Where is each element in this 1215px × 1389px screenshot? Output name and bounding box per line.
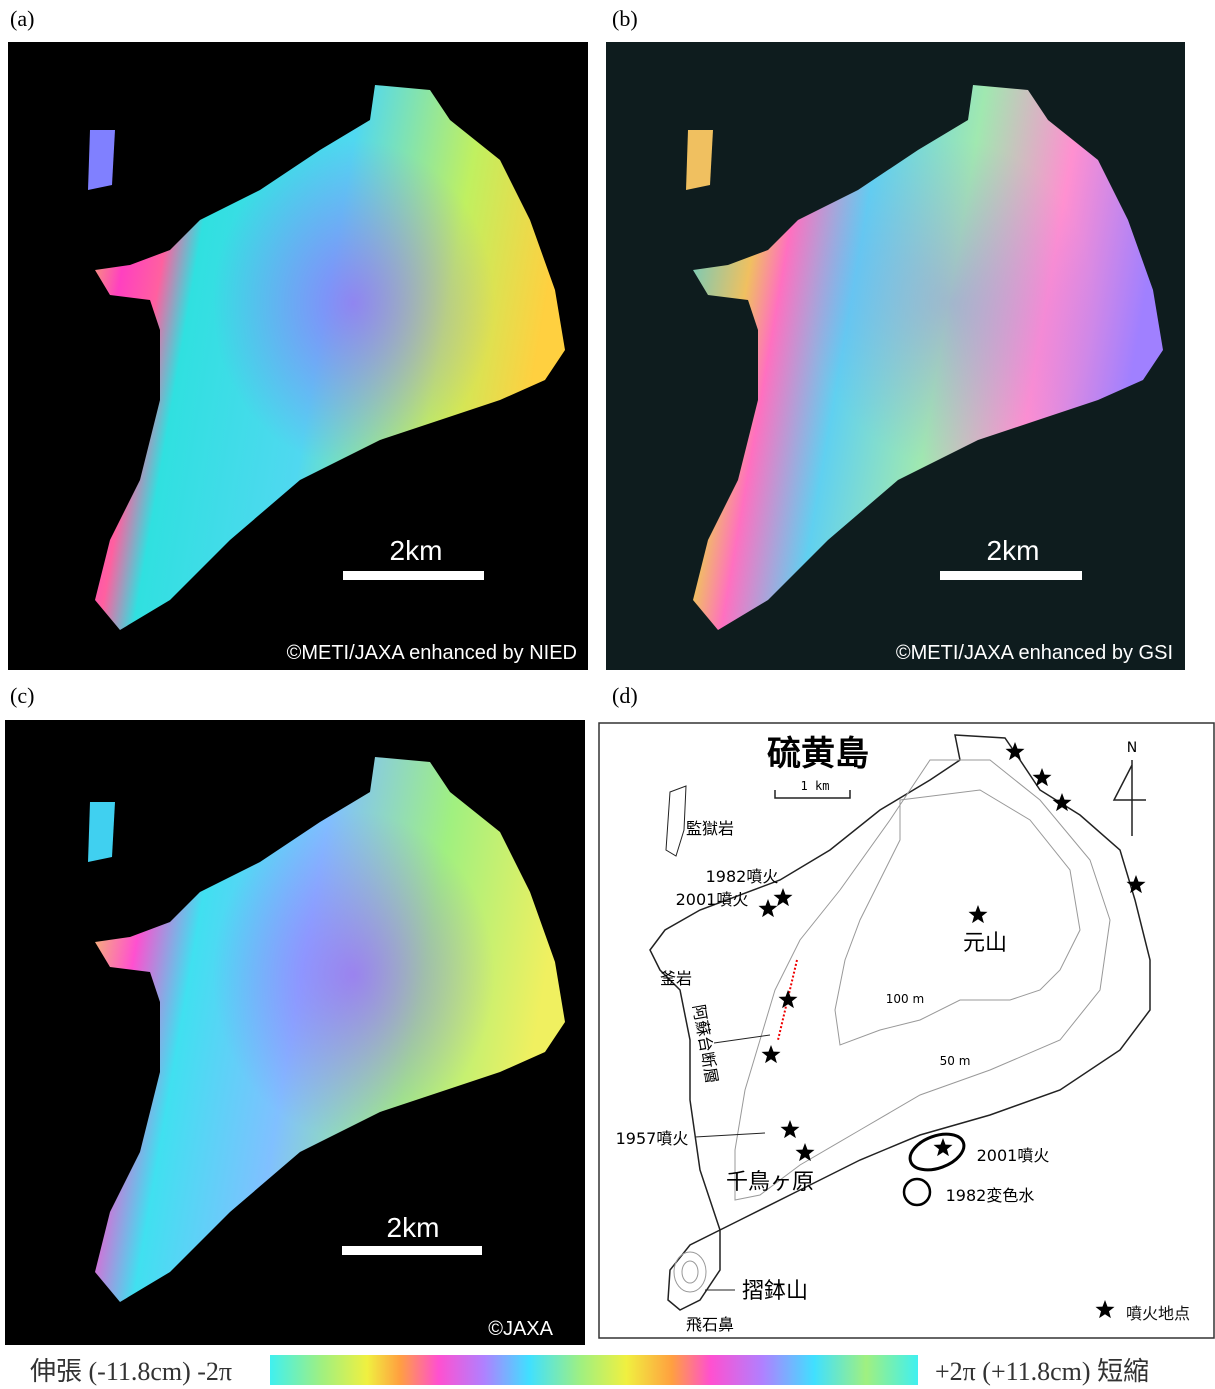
panel-label: (b): [612, 6, 638, 31]
map-label: 2001噴火: [977, 1146, 1050, 1165]
map-label: 2001噴火: [676, 890, 749, 909]
scale-text: 2km: [390, 535, 443, 566]
scale-text: 2km: [987, 535, 1040, 566]
map-frame: [599, 723, 1214, 1338]
map-label: 50 m: [940, 1054, 971, 1068]
scale-bar: [342, 1246, 482, 1255]
credit: ©JAXA: [488, 1318, 553, 1340]
map-label: 元山: [963, 931, 1007, 956]
scale-bar: [940, 571, 1082, 580]
map-label: 1957噴火: [616, 1129, 689, 1148]
map-label: 摺鉢山: [742, 1279, 808, 1304]
credit: ©METI/JAXA enhanced by GSI: [896, 642, 1173, 664]
map-title: 硫黄島: [767, 734, 869, 774]
colorbar-left: 伸張 (-11.8cm) -2π: [30, 1357, 232, 1386]
colorbar: [270, 1355, 918, 1385]
map-legend: 噴火地点: [1126, 1304, 1190, 1323]
map-label: 1982噴火: [706, 867, 779, 886]
panel-label: (a): [10, 6, 34, 31]
credit: ©METI/JAXA enhanced by NIED: [287, 642, 577, 664]
map-scale: 1 km: [801, 779, 830, 793]
colorbar-right: +2π (+11.8cm) 短縮: [935, 1357, 1149, 1386]
map-label: 監獄岩: [686, 819, 734, 838]
figure: (a) 2km ©METI/JAXA enhanced by NIED (b) …: [0, 0, 1215, 1389]
panel-label: (c): [10, 683, 34, 708]
map-label: 飛石鼻: [686, 1315, 734, 1334]
scale-bar: [343, 571, 484, 580]
map-label: 100 m: [886, 992, 924, 1006]
map-label: 1982変色水: [946, 1186, 1035, 1205]
map-label: 釜岩: [660, 969, 692, 988]
map-label: 千鳥ヶ原: [726, 1170, 814, 1195]
north: N: [1127, 740, 1137, 756]
scale-text: 2km: [387, 1212, 440, 1243]
panel-label: (d): [612, 683, 638, 708]
